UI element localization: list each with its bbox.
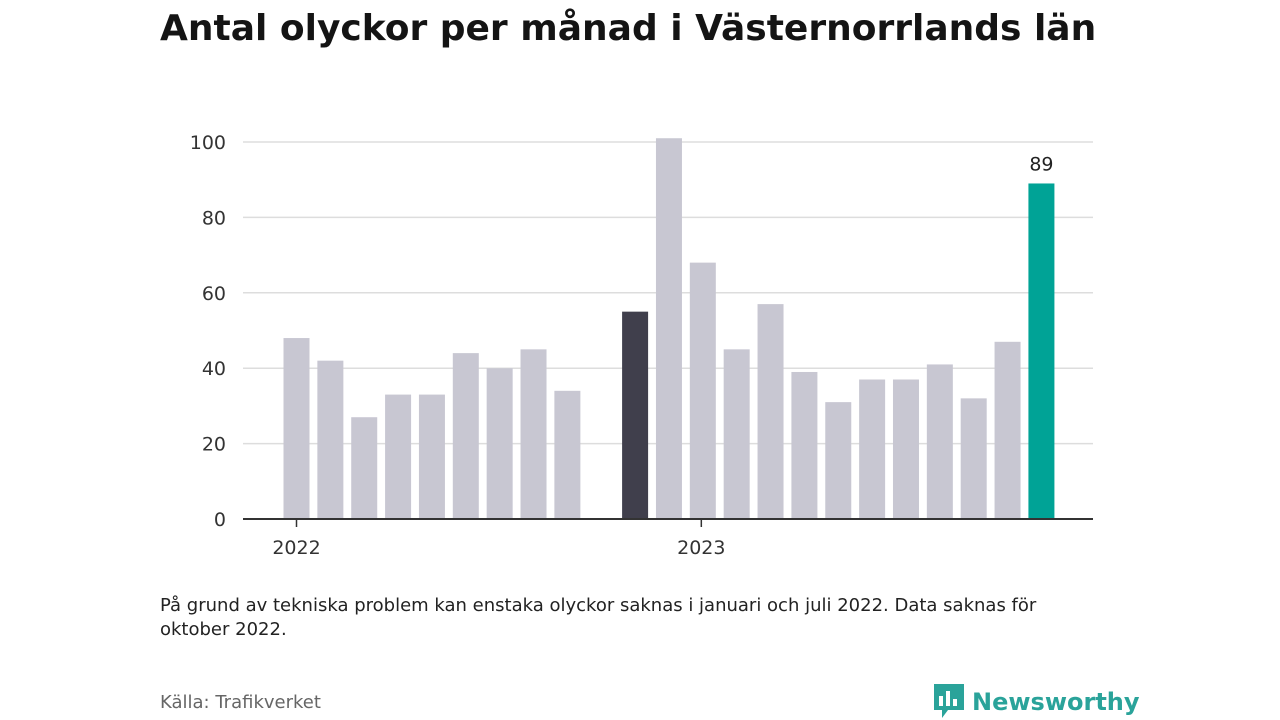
- y-tick-label: 80: [202, 207, 226, 229]
- bar-2022-09: [554, 390, 581, 519]
- newsworthy-logo-icon: [934, 684, 964, 718]
- y-tick-label: 0: [214, 509, 226, 531]
- bar-2022-05: [418, 394, 445, 519]
- y-tick-label: 40: [202, 358, 226, 380]
- y-tick-label: 100: [190, 132, 226, 154]
- bar-2022-01: [283, 338, 310, 519]
- bar-2022-12: [655, 138, 682, 520]
- bar-2022-07: [486, 368, 513, 519]
- bar-2023-11: [1028, 183, 1055, 519]
- bar-2022-11: [622, 311, 649, 519]
- bar-2022-02: [317, 360, 344, 519]
- bar-2023-05: [825, 402, 852, 519]
- bar-2023-02: [723, 349, 750, 519]
- y-tick-label: 60: [202, 283, 226, 305]
- data-label: 89: [1029, 153, 1053, 175]
- bar-2023-01: [689, 262, 716, 519]
- bar-2022-08: [520, 349, 547, 519]
- bar-2022-03: [351, 417, 378, 519]
- chart-note: På grund av tekniska problem kan enstaka…: [160, 595, 1037, 640]
- chart-title: Antal olyckor per månad i Västernorrland…: [160, 8, 1097, 49]
- bar-2023-06: [859, 379, 886, 519]
- bar-2022-04: [385, 394, 412, 519]
- bar-2023-03: [757, 304, 784, 519]
- y-tick-label: 20: [202, 434, 226, 456]
- brand-name: Newsworthy: [972, 688, 1140, 716]
- x-tick-label: 2022: [272, 537, 320, 559]
- bar-2023-10: [994, 341, 1021, 519]
- source-credit: Källa: Trafikverket: [160, 692, 321, 713]
- newsworthy-brand[interactable]: Newsworthy: [934, 684, 1140, 720]
- x-tick-label: 2023: [677, 537, 725, 559]
- bar-2023-09: [960, 398, 987, 519]
- bar-2022-06: [452, 353, 479, 519]
- bar-chart: 0 20 40 60 80 100 89 2022 2023: [190, 132, 1093, 559]
- bar-2023-07: [892, 379, 919, 519]
- bar-2023-04: [791, 371, 818, 519]
- bar-2023-08: [926, 364, 953, 519]
